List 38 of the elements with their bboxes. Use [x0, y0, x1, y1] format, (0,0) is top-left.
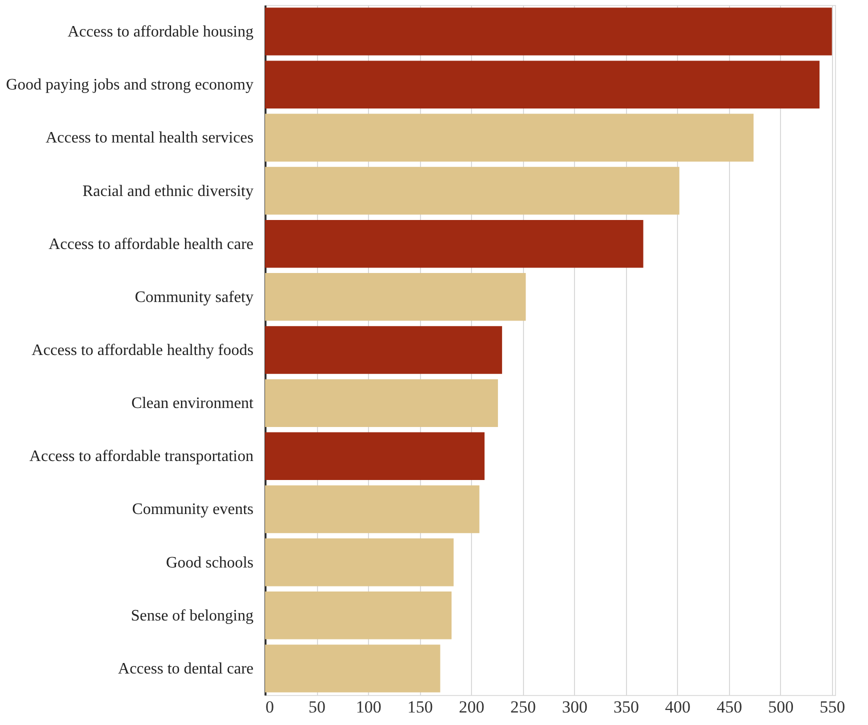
y-tick-label: Access to mental health services [46, 130, 254, 147]
x-tick-label: 200 [458, 698, 484, 716]
x-tick-label: 550 [820, 698, 846, 716]
x-tick-label: 300 [562, 698, 588, 716]
x-tick-label: 450 [716, 698, 742, 716]
x-tick-label: 500 [768, 698, 794, 716]
bar [265, 8, 832, 56]
bar [265, 166, 680, 215]
y-tick-label: Community events [132, 501, 254, 518]
x-tick-label: 350 [614, 698, 640, 716]
y-tick-label: Clean environment [131, 395, 254, 412]
x-tick-label: 250 [510, 698, 536, 716]
bar [265, 432, 485, 480]
y-tick-label: Access to dental care [118, 660, 254, 678]
x-tick-label: 100 [356, 698, 382, 716]
bar [265, 538, 454, 586]
x-tick-label: 150 [407, 698, 433, 716]
bar [265, 644, 440, 692]
bar [265, 114, 754, 162]
x-tick-label: 0 [266, 698, 274, 716]
y-tick-label: Good paying jobs and strong economy [6, 76, 254, 94]
y-tick-label: Access to affordable transportation [29, 448, 254, 466]
bar [265, 379, 498, 427]
bar [265, 60, 820, 108]
y-tick-label: Community safety [134, 288, 254, 306]
bar [265, 326, 502, 374]
bar [265, 485, 480, 534]
y-tick-label: Good schools [166, 554, 254, 572]
y-tick-label: Sense of belonging [130, 607, 254, 624]
y-tick-label: Access to affordable health care [48, 236, 254, 253]
bar [265, 592, 452, 640]
x-tick-label: 50 [308, 698, 326, 716]
bar [265, 220, 644, 268]
y-tick-label: Access to affordable housing [68, 24, 254, 41]
bar [265, 273, 526, 321]
y-tick-label: Access to affordable healthy foods [32, 342, 254, 359]
y-tick-label: Racial and ethnic diversity [82, 182, 254, 200]
x-tick-label: 400 [665, 698, 691, 716]
